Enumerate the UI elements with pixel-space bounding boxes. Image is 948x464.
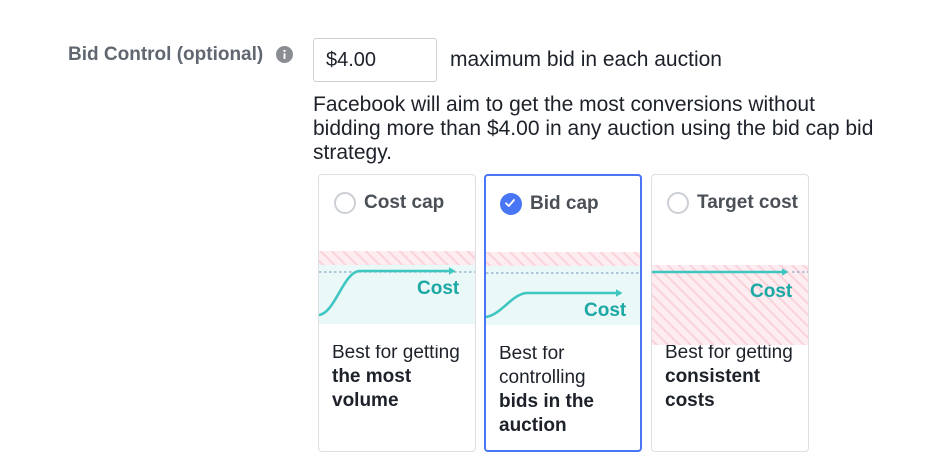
svg-text:Cost: Cost — [417, 278, 460, 299]
svg-text:Cost: Cost — [584, 300, 627, 321]
svg-text:Cost: Cost — [750, 281, 793, 302]
